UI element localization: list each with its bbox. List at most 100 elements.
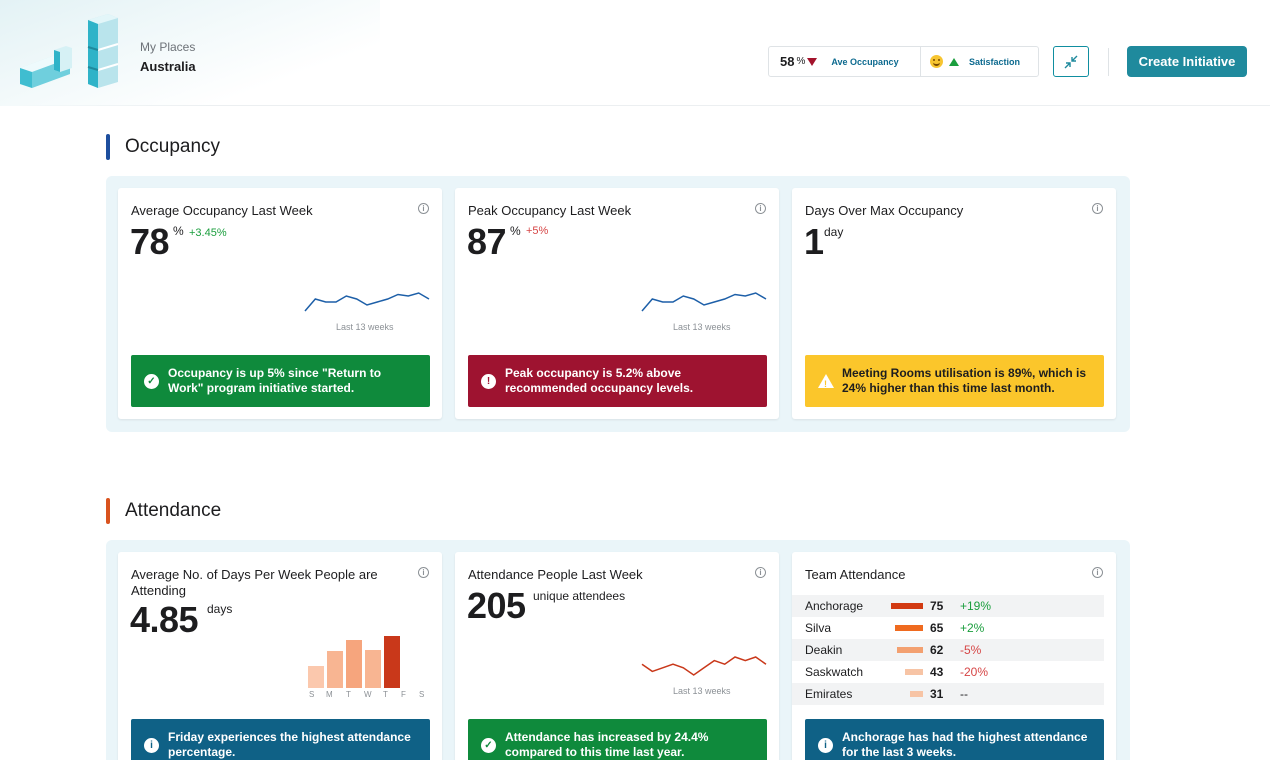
satisfaction-stat[interactable]: Satisfaction [921,55,1020,68]
create-initiative-button[interactable]: Create Initiative [1127,46,1247,77]
meeting-rooms-alert[interactable]: ! Meeting Rooms utilisation is 89%, whic… [805,355,1104,407]
metric-unit: unique attendees [533,589,626,603]
card-title: Peak Occupancy Last Week [468,203,632,218]
occupancy-section-title: Occupancy [106,134,220,160]
metric-unit: % [173,224,184,238]
attendance-people-card: Attendance People Last Week i 205 unique… [455,552,779,760]
card-title: Average No. of Days Per Week People are … [131,567,378,598]
info-icon[interactable]: i [1092,567,1103,578]
alert-text: Meeting Rooms utilisation is 89%, which … [842,366,1087,395]
metric-value: 78 [130,221,170,262]
team-bar [905,669,923,675]
alert-text: Friday experiences the highest attendanc… [168,730,411,759]
sparkline-path [641,292,767,312]
weekday-label: W [364,690,372,699]
attendance-section-title: Attendance [106,498,221,524]
team-change: +19% [960,599,992,613]
check-circle-icon: ✓ [481,737,496,753]
page-header: My Places Australia 58 % Ave Occupancy S… [0,0,1270,106]
table-row[interactable]: Anchorage 75 +19% [792,595,1104,617]
collapse-button[interactable] [1053,46,1089,77]
alert-text: Occupancy is up 5% since "Return to Work… [168,366,382,395]
occupancy-alert[interactable]: ✓ Occupancy is up 5% since "Return to Wo… [131,355,430,407]
occupancy-sparkline [304,292,430,312]
metric-delta: +5% [526,225,549,237]
weekday-label: M [326,690,333,699]
team-bar [895,625,923,631]
sparkline-path [304,292,430,312]
anchorage-alert[interactable]: i Anchorage has had the highest attendan… [805,719,1104,760]
ave-occupancy-value: 58 [780,54,795,69]
friday-alert[interactable]: i Friday experiences the highest attenda… [131,719,430,760]
team-bar [910,691,923,697]
peak-occupancy-card: Peak Occupancy Last Week i 87 % +5% Last… [455,188,779,419]
metric-value: 1 [804,221,824,262]
team-name: Anchorage [805,599,864,613]
team-name: Silva [805,621,832,635]
team-name: Deakin [805,643,843,657]
team-value: 65 [930,621,944,635]
peak-alert[interactable]: ! Peak occupancy is 5.2% above recommend… [468,355,767,407]
info-icon[interactable]: i [418,203,429,214]
card-title: Attendance People Last Week [468,567,643,582]
peak-sparkline [641,292,767,312]
team-name: Saskwatch [805,665,864,679]
average-occupancy-card: Average Occupancy Last Week i 78 % +3.45… [118,188,442,419]
header-divider [1108,48,1109,76]
sparkline-path [641,656,767,676]
team-bar [897,647,923,653]
alert-text: Anchorage has had the highest attendance… [842,730,1088,759]
team-change: -5% [960,643,982,657]
info-icon[interactable]: i [418,567,429,578]
info-circle-icon: i [818,737,833,753]
attendance-heading: Attendance [125,500,222,521]
buildings-logo-icon [20,14,119,88]
metric-value: 4.85 [130,599,199,640]
ave-occupancy-label: Ave Occupancy [831,56,899,67]
occupancy-heading: Occupancy [125,136,221,157]
warning-triangle-icon: ! [818,374,834,389]
alert-text: Attendance has increased by 24.4% compar… [505,730,709,759]
table-row[interactable]: Saskwatch 43 -20% [792,661,1104,683]
team-change: +2% [960,621,985,635]
team-name: Emirates [805,687,853,701]
place-name: Australia [140,59,196,74]
info-icon[interactable]: i [755,203,766,214]
sparkline-label: Last 13 weeks [336,322,394,332]
attendance-panel: Average No. of Days Per Week People are … [106,540,1130,760]
metric-unit: % [510,224,521,238]
exclamation-circle-icon: ! [481,373,496,389]
attendance-increase-alert[interactable]: ✓ Attendance has increased by 24.4% comp… [468,719,767,760]
ave-occupancy-stat[interactable]: 58 % Ave Occupancy [769,47,921,76]
table-row[interactable]: Emirates 31 -- [792,683,1104,705]
table-row[interactable]: Silva 65 +2% [792,617,1104,639]
team-attendance-table: Anchorage 75 +19% Silva 65 +2% Deakin 62 -5% Sask… [792,595,1104,705]
metric-delta: +3.45% [189,227,227,239]
metric-value: 205 [467,585,526,626]
check-circle-icon: ✓ [144,373,159,389]
team-attendance-card: Team Attendance i Anchorage 75 +19% Silva 65… [792,552,1116,760]
weekday-bar [346,640,362,688]
team-change: -- [960,687,968,701]
weekday-bar [327,651,343,688]
table-row[interactable]: Deakin 62 -5% [792,639,1104,661]
info-icon[interactable]: i [1092,203,1103,214]
weekday-bar-chart [308,636,413,688]
weekday-bar [384,636,400,688]
metric-unit: day [824,225,844,239]
info-icon[interactable]: i [755,567,766,578]
smiley-face-icon [930,55,943,68]
ave-occupancy-unit: % [796,56,806,67]
satisfaction-label: Satisfaction [969,56,1021,67]
metric-unit: days [207,602,233,616]
card-title: Days Over Max Occupancy [805,203,964,218]
sparkline-label: Last 13 weeks [673,686,731,696]
weekday-label: T [346,690,351,699]
team-value: 75 [930,599,944,613]
card-title: Average Occupancy Last Week [131,203,313,218]
team-value: 43 [930,665,944,679]
sparkline-label: Last 13 weeks [673,322,731,332]
weekday-label: S [419,690,425,699]
days-over-max-card: Days Over Max Occupancy i 1 day ! Meetin… [792,188,1116,419]
